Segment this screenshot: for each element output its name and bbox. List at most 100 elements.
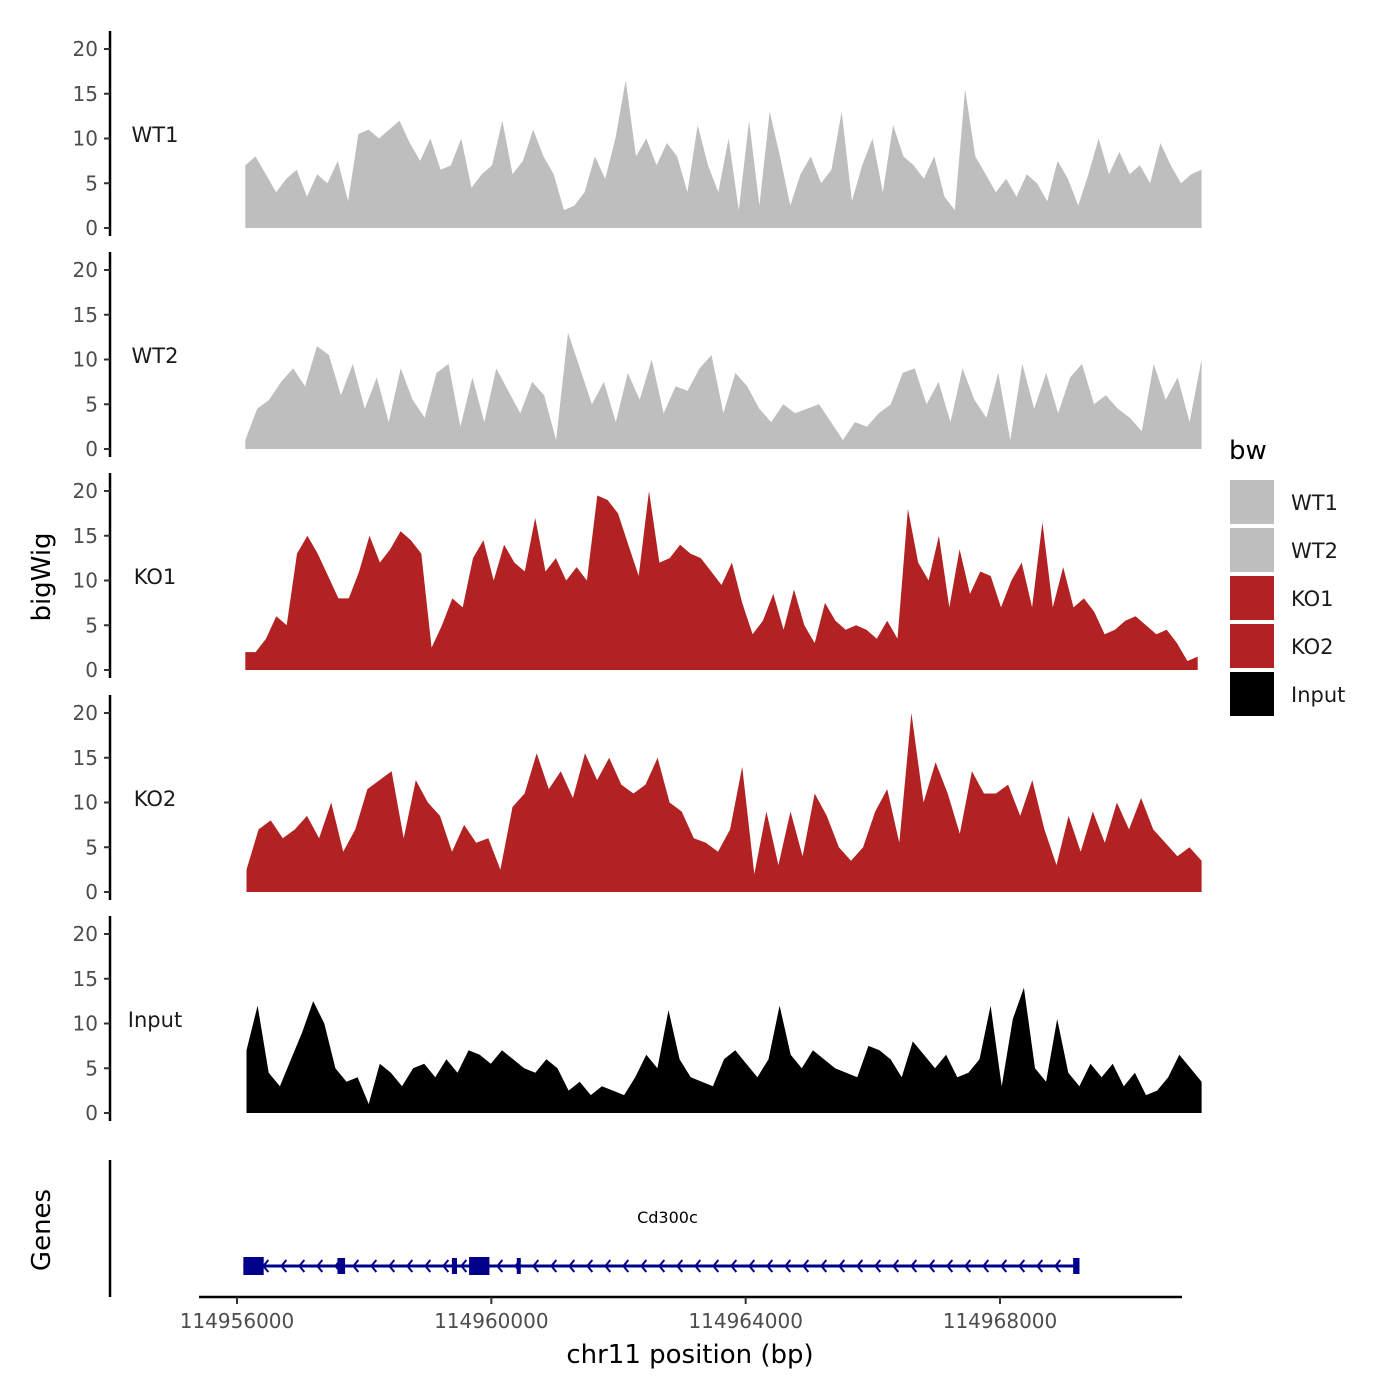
area-wt1 — [245, 80, 1202, 228]
strand-arrow — [694, 1259, 702, 1273]
strand-arrow — [730, 1259, 738, 1273]
strand-arrow — [640, 1259, 648, 1273]
strand-arrow — [892, 1259, 900, 1273]
y-tick-label: 15 — [73, 746, 98, 770]
strand-arrow — [568, 1259, 576, 1273]
y-tick-label: 20 — [73, 701, 98, 725]
gene-cd300c: Cd300c — [243, 1208, 1080, 1275]
strand-arrow — [622, 1259, 630, 1273]
strand-arrow — [1036, 1259, 1044, 1273]
strand-arrow — [982, 1259, 990, 1273]
exon — [469, 1257, 490, 1275]
strand-arrow — [946, 1259, 954, 1273]
legend-key-wt1 — [1230, 480, 1274, 524]
exon — [451, 1258, 457, 1274]
strand-arrow — [586, 1259, 594, 1273]
legend-key-ko1 — [1230, 576, 1274, 620]
legend-label-wt2: WT2 — [1291, 539, 1338, 563]
y-tick-label: 10 — [73, 348, 98, 372]
y-tick-label: 20 — [73, 37, 98, 61]
strand-arrow — [424, 1259, 432, 1273]
y-tick-label: 0 — [85, 437, 98, 461]
y-tick-label: 15 — [73, 82, 98, 106]
track-wt2: 0 5 10 15 20 WT2 — [73, 252, 1202, 461]
legend-label-ko1: KO1 — [1291, 587, 1334, 611]
legend-key-ko2 — [1230, 624, 1274, 668]
y-tick-label: 0 — [85, 216, 98, 240]
strand-arrow — [838, 1259, 846, 1273]
y-tick-label: 10 — [73, 791, 98, 815]
track-ko1: 0 5 10 15 20 KO1 — [73, 473, 1198, 682]
strand-arrow — [388, 1259, 396, 1273]
strand-arrow — [964, 1259, 972, 1273]
y-tick-label: 5 — [85, 613, 98, 637]
y-tick-label: 20 — [73, 479, 98, 503]
legend-key-input — [1230, 672, 1274, 716]
strand-arrow — [316, 1259, 324, 1273]
strand-arrow — [802, 1259, 810, 1273]
y-tick-label: 0 — [85, 658, 98, 682]
y-tick-label: 15 — [73, 303, 98, 327]
y-tick-label: 20 — [73, 258, 98, 282]
legend-label-wt1: WT1 — [1291, 491, 1338, 515]
x-tick-label: 114964000 — [688, 1309, 803, 1333]
gene-label: Cd300c — [637, 1208, 698, 1227]
strand-arrow — [784, 1259, 792, 1273]
legend-key-wt2 — [1230, 528, 1274, 572]
strand-arrow — [712, 1259, 720, 1273]
x-tick-label: 114968000 — [943, 1309, 1058, 1333]
strand-arrow — [910, 1259, 918, 1273]
strand-arrow — [928, 1259, 936, 1273]
strand-arrow — [676, 1259, 684, 1273]
track-label-wt1: WT1 — [132, 123, 179, 147]
legend-label-ko2: KO2 — [1291, 635, 1334, 659]
x-tick-label: 114960000 — [434, 1309, 549, 1333]
genes-panel-title: Genes — [27, 1189, 57, 1271]
track-label-ko1: KO1 — [134, 565, 177, 589]
y-tick-label: 0 — [85, 1101, 98, 1125]
track-label-ko2: KO2 — [134, 787, 177, 811]
strand-arrow — [370, 1259, 378, 1273]
y-tick-label: 15 — [73, 524, 98, 548]
genes-panel: Cd300c — [108, 1160, 1080, 1297]
area-input — [246, 987, 1202, 1113]
strand-arrow — [604, 1259, 612, 1273]
y-tick-label: 5 — [85, 1056, 98, 1080]
legend-title: bw — [1229, 436, 1267, 466]
track-label-input: Input — [128, 1008, 182, 1032]
area-ko2 — [246, 713, 1202, 892]
strand-arrow — [280, 1259, 288, 1273]
exon — [243, 1257, 264, 1275]
exon — [1073, 1258, 1080, 1274]
strand-arrow — [820, 1259, 828, 1273]
x-axis-title: chr11 position (bp) — [566, 1340, 813, 1370]
strand-arrow — [550, 1259, 558, 1273]
y-tick-label: 5 — [85, 835, 98, 859]
y-axis-title: bigWig — [27, 532, 57, 621]
exon — [337, 1258, 346, 1274]
track-wt1: 0 5 10 15 20 WT1 — [73, 31, 1202, 240]
strand-arrow — [1018, 1259, 1026, 1273]
y-tick-label: 15 — [73, 967, 98, 991]
y-tick-label: 5 — [85, 171, 98, 195]
exon — [516, 1258, 521, 1274]
strand-arrow — [496, 1259, 504, 1273]
x-axis: 114956000 114960000 114964000 114968000 — [180, 1295, 1182, 1333]
area-ko1 — [245, 491, 1198, 670]
strand-arrow — [766, 1259, 774, 1273]
y-tick-label: 0 — [85, 880, 98, 904]
strand-arrow — [658, 1259, 666, 1273]
y-tick-label: 5 — [85, 392, 98, 416]
y-tick-label: 10 — [73, 1012, 98, 1036]
y-tick-label: 10 — [73, 127, 98, 151]
strand-arrow — [298, 1259, 306, 1273]
x-tick-label: 114956000 — [180, 1309, 295, 1333]
strand-arrow — [406, 1259, 414, 1273]
strand-arrow — [460, 1259, 468, 1273]
y-tick-label: 20 — [73, 922, 98, 946]
strand-arrow — [532, 1259, 540, 1273]
y-tick-label: 10 — [73, 569, 98, 593]
legend-label-input: Input — [1291, 683, 1345, 707]
strand-arrow — [442, 1259, 450, 1273]
